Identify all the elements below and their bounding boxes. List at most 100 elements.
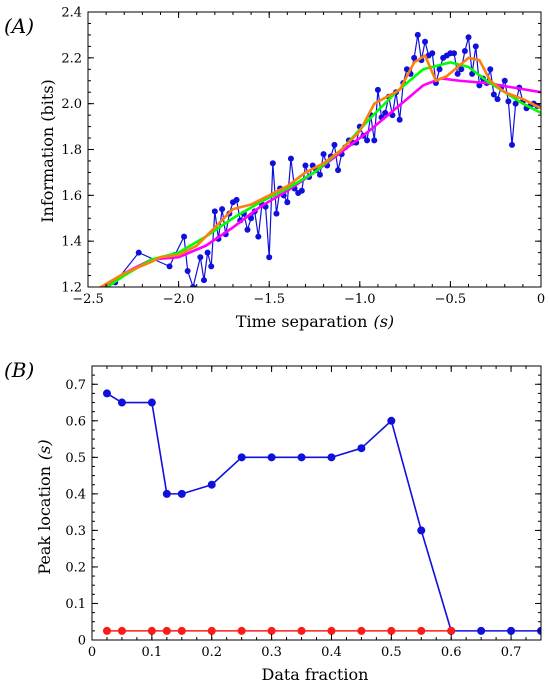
panel-a-xtick-label: −0.5 xyxy=(435,292,467,307)
panel-a-ylabel: Information (bits) xyxy=(38,79,57,223)
panel-b-series-1-point xyxy=(177,626,186,635)
panel-b-series-0-point xyxy=(297,453,306,462)
panel-a-series-0-point xyxy=(255,233,262,240)
panel-b-series-1-point xyxy=(162,626,171,635)
panel-a-series-0-point xyxy=(472,43,479,50)
panel-a-series-0-point xyxy=(501,77,508,84)
panel-b-series-group xyxy=(102,389,541,635)
panel-a-series-0-point xyxy=(269,160,276,167)
panel-a-series-0-point xyxy=(451,50,458,57)
panel-a-series-0-point xyxy=(197,254,204,261)
panel-a-series-0-point xyxy=(181,233,188,240)
panel-a-series-0-point xyxy=(382,109,389,116)
panel-b-series-1-point xyxy=(267,626,276,635)
panel-a-series-group xyxy=(98,31,541,287)
panel-a-xtick-label: −1.0 xyxy=(344,292,376,307)
panel-a-series-0-point xyxy=(335,167,342,174)
panel-b-frame xyxy=(91,365,542,641)
panel-a-ytick-label: 1.8 xyxy=(61,143,82,158)
panel-a-series-0-point xyxy=(331,141,338,148)
panel-a-series-0-point xyxy=(287,155,294,162)
panel-a: (A) −2.5 −2.0 −1.5 −1.0 −0.5 0 1.2 1.4 1.6 1.8 2.0… xyxy=(4,6,545,332)
panel-b-series-1-point xyxy=(447,626,456,635)
panel-b-ytick-label: 0.5 xyxy=(65,451,86,466)
panel-a-series-3-line xyxy=(98,54,541,287)
panel-b-series-0-point xyxy=(147,398,156,407)
panel-b-series-0-point xyxy=(417,526,426,535)
panel-a-series-0-point xyxy=(273,210,280,217)
panel-b-ytick-label: 0.3 xyxy=(65,524,86,539)
panel-b-xtick-label: 0.5 xyxy=(381,645,402,660)
panel-b-xtick-label: 0.4 xyxy=(321,645,342,660)
panel-a-xtick-label: 0 xyxy=(537,292,545,307)
panel-b-xtick-label: 0 xyxy=(88,645,96,660)
panel-b-series-0-point xyxy=(237,453,246,462)
panel-b-series-0-point xyxy=(507,626,516,635)
panel-b-ytick-label: 0.2 xyxy=(65,560,86,575)
panel-b-plot-area: 0 0.1 0.2 0.3 0.4 0.5 0.6 0.7 0 0.1 0.2 0.3 0.4 0.5 0.… xyxy=(65,365,542,660)
panel-b-series-0-point xyxy=(357,444,366,453)
panel-b-xtick-label: 0.2 xyxy=(201,645,222,660)
panel-b-ylabel: Peak location (s) xyxy=(35,439,54,574)
panel-b-series-1-point xyxy=(147,626,156,635)
panel-a-series-0-point xyxy=(316,171,323,178)
panel-b-xtick-label: 0.6 xyxy=(441,645,462,660)
panel-a-xlabel: Time separation (s) xyxy=(236,312,394,331)
panel-a-series-0-point xyxy=(512,100,519,107)
panel-b-ylabel-unit: (s) xyxy=(35,439,54,460)
panel-b-ytick-label: 0.1 xyxy=(65,597,86,612)
panel-b-series-1-point xyxy=(387,626,396,635)
panel-a-xtick-label: −2.0 xyxy=(163,292,195,307)
panel-a-series-0-point xyxy=(374,86,381,93)
panel-a-series-0-point xyxy=(211,208,218,215)
panel-b-series-0-point xyxy=(117,398,126,407)
panel-b-series-0-line xyxy=(106,392,541,632)
panel-a-series-0-point xyxy=(320,151,327,158)
panel-b-series-0-point xyxy=(162,489,171,498)
panel-b-series-1-point xyxy=(417,626,426,635)
panel-a-series-0-point xyxy=(461,47,468,54)
panel-a-ytick-label: 2.2 xyxy=(61,51,82,66)
panel-b-series-0-point xyxy=(207,480,216,489)
panel-a-series-0-point xyxy=(266,254,273,261)
panel-b-ytick-label: 0.7 xyxy=(65,378,86,393)
panel-a-ytick-label: 1.6 xyxy=(61,189,82,204)
panel-b-series-0-point xyxy=(177,489,186,498)
panel-b-ytick-label: 0.4 xyxy=(65,487,86,502)
panel-a-ytick-label: 1.4 xyxy=(61,235,82,250)
panel-a-series-0-point xyxy=(200,277,207,284)
panel-b-series-0-point xyxy=(327,453,336,462)
panel-a-series-0-point xyxy=(219,206,226,213)
panel-b-series-1-point xyxy=(357,626,366,635)
panel-a-series-0-point xyxy=(248,215,255,222)
panel-b-series-0-point xyxy=(387,416,396,425)
panel-a-series-0-point xyxy=(208,263,215,270)
panel-a-frame xyxy=(87,11,542,288)
panel-a-series-0-point xyxy=(505,98,512,105)
panel-a-series-0-point xyxy=(494,96,501,103)
panel-b-series-0-point xyxy=(102,389,111,398)
panel-a-series-0-point xyxy=(166,263,173,270)
panel-a-series-0-point xyxy=(429,50,436,57)
panel-b-ylabel-text: Peak location xyxy=(35,466,54,575)
panel-b-series-1-point xyxy=(237,626,246,635)
panel-b-series-1-point xyxy=(102,626,111,635)
panel-b-series-0-point xyxy=(267,453,276,462)
panel-a-series-0-point xyxy=(371,137,378,144)
panel-a-xlabel-unit: (s) xyxy=(373,312,394,331)
panel-a-xlabel-text: Time separation xyxy=(236,312,368,331)
panel-a-series-0-point xyxy=(190,284,197,287)
panel-a-series-0-point xyxy=(414,31,421,38)
panel-a-series-0-point xyxy=(135,249,142,256)
panel-b-series-1-point xyxy=(297,626,306,635)
panel-a-series-0-point xyxy=(490,91,497,98)
panel-a-ytick-label: 2.0 xyxy=(61,97,82,112)
panel-a-series-0-point xyxy=(302,162,309,169)
panel-a-series-2-line xyxy=(101,77,541,287)
panel-a-series-0-point xyxy=(411,54,418,61)
panel-b-series-1-point xyxy=(117,626,126,635)
panel-a-series-0-point xyxy=(509,141,516,148)
panel-b-xtick-label: 0.3 xyxy=(261,645,282,660)
panel-a-series-0-point xyxy=(396,116,403,123)
